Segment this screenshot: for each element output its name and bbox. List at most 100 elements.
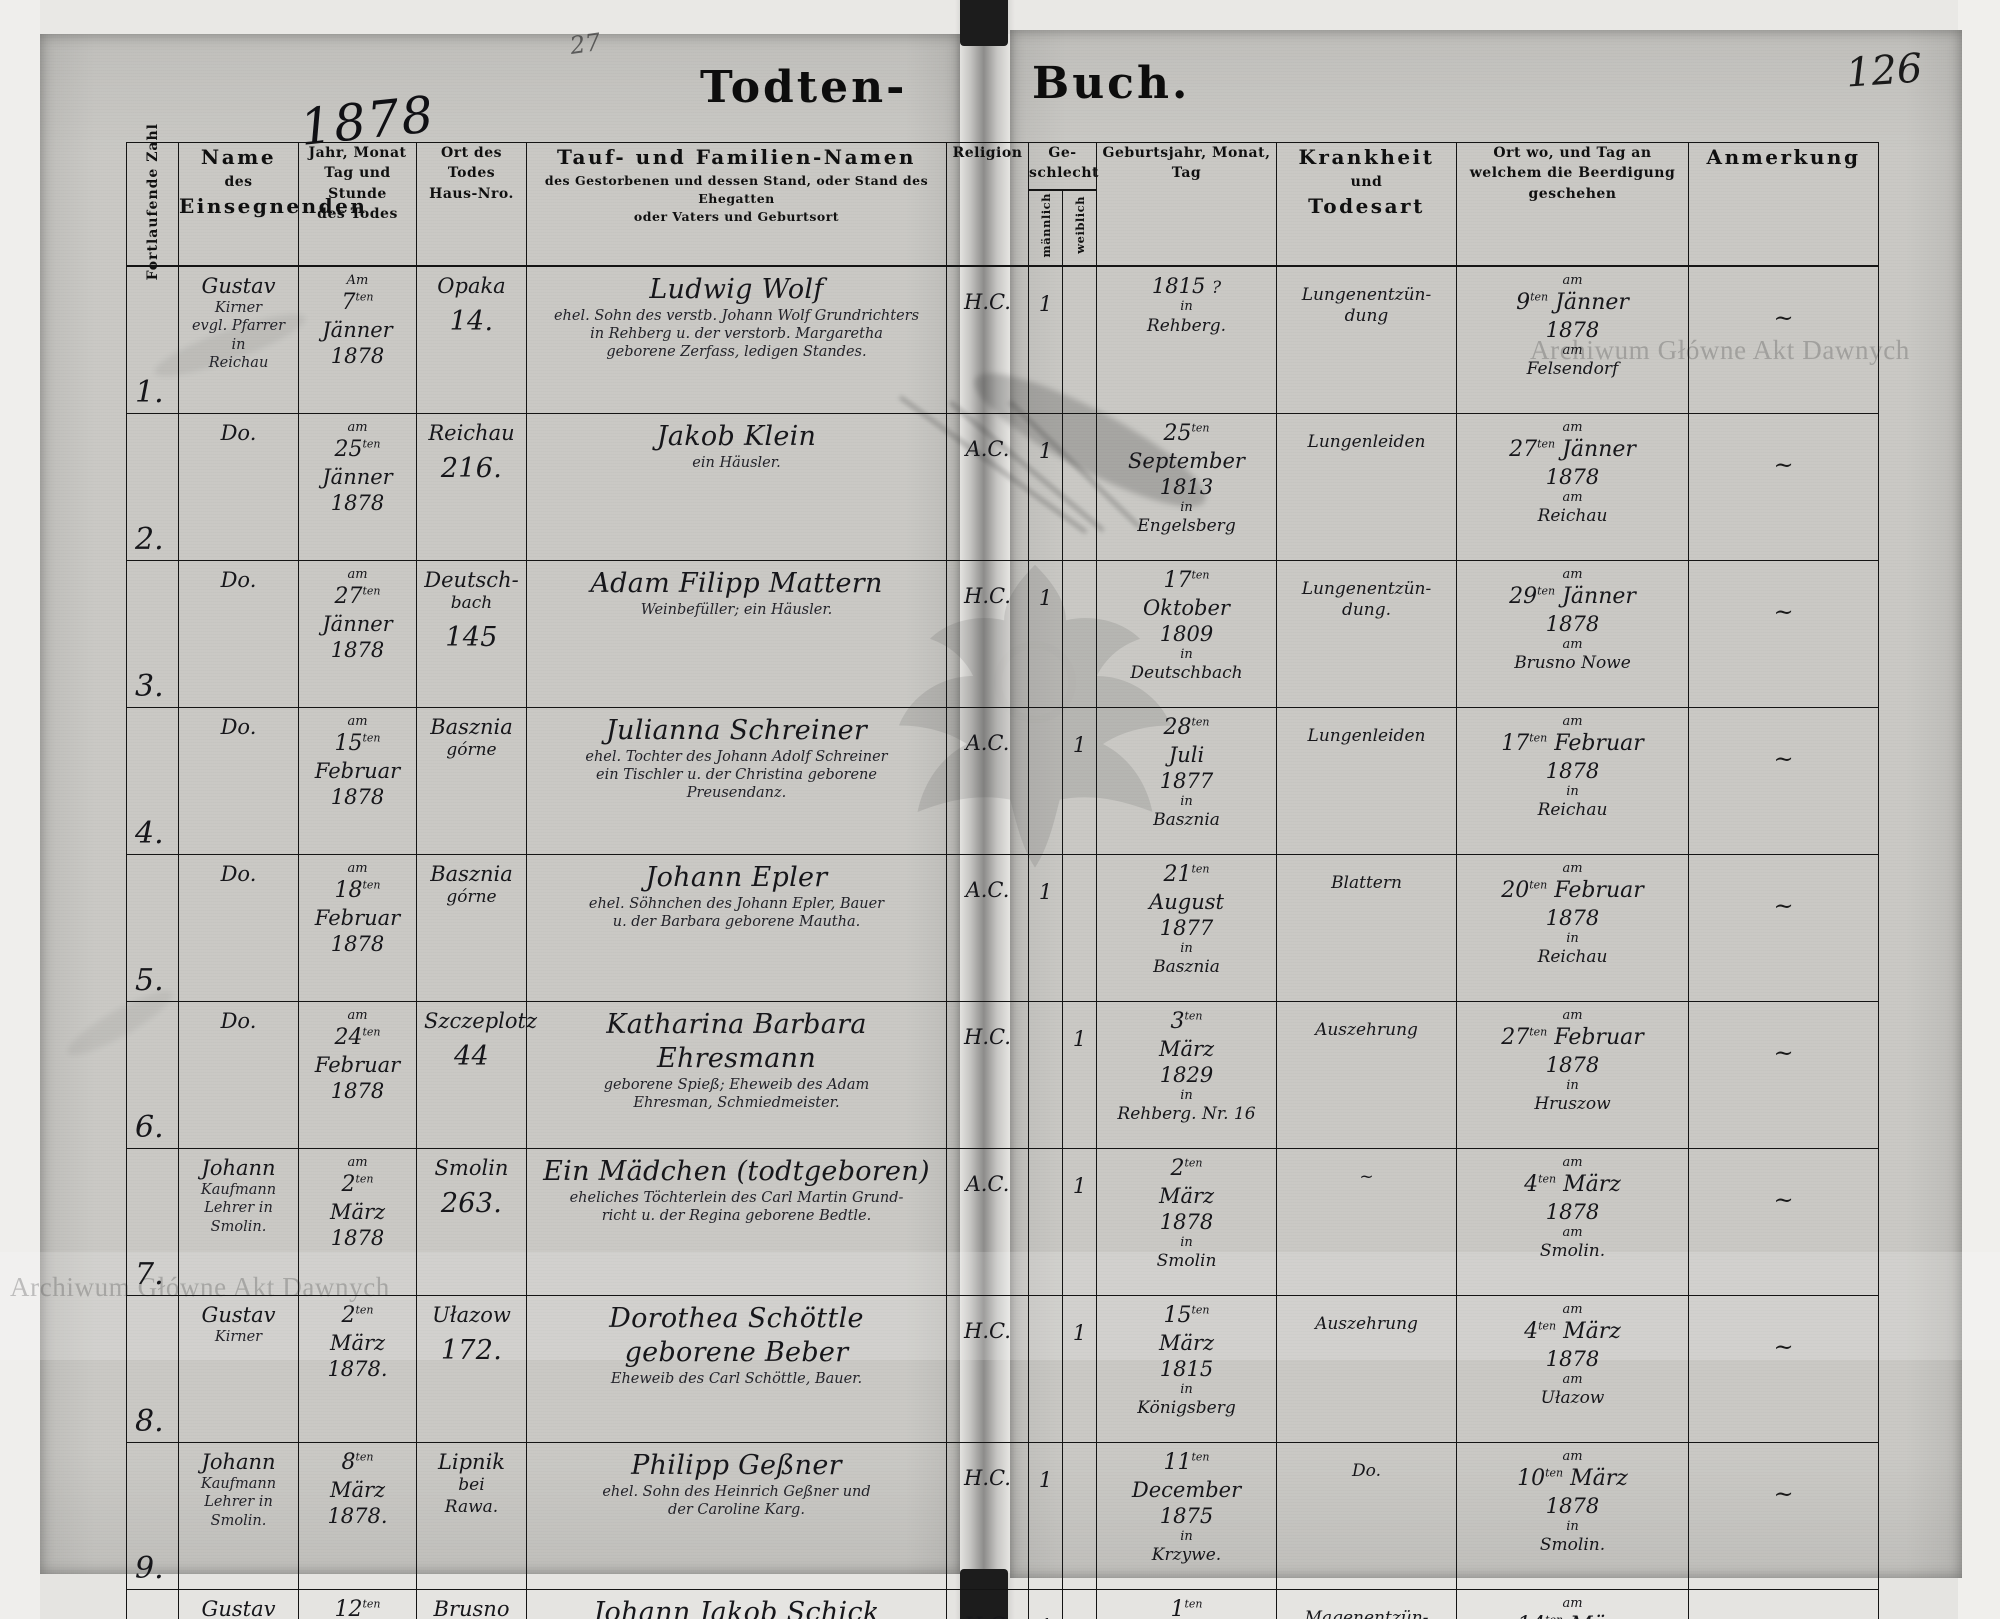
cell-death-place[interactable]: Smolin 263. [416,1148,527,1296]
cell-birth[interactable]: 1ten Juni 1829 in Felsendorf [1096,1589,1277,1619]
cell-death-date[interactable]: am 2ten März 1878 [298,1148,417,1296]
cell-remarks[interactable]: ~ [1688,1442,1879,1590]
cell-sex-male[interactable] [1028,1148,1063,1296]
cell-religion[interactable]: H.C. [946,1001,1029,1149]
cell-death-place[interactable]: Basznia górne [416,707,527,855]
cell-names[interactable]: Dorothea Schöttle geborene Beber Eheweib… [526,1295,947,1443]
cell-sequence[interactable]: 6. [126,1001,179,1149]
cell-religion[interactable]: H.C. [946,1442,1029,1590]
cell-sex-male[interactable] [1028,707,1063,855]
cell-religion[interactable]: H.C. [946,265,1029,414]
cell-burial[interactable]: am 27ten Februar 1878 in Hruszow [1456,1001,1689,1149]
cell-religion[interactable]: A.C. [946,413,1029,561]
cell-birth[interactable]: 2ten März 1878 in Smolin [1096,1148,1277,1296]
table-row[interactable]: 8. Gustav Kirner 2ten März 1878. Ułazow 1… [126,1295,1879,1443]
cell-death-date[interactable]: am 24ten Februar 1878 [298,1001,417,1149]
cell-birth[interactable]: 15ten März 1815 in Königsberg [1096,1295,1277,1443]
cell-death-place[interactable]: Szczeplotz 44 [416,1001,537,1149]
cell-illness[interactable]: Lungenleiden [1276,413,1457,561]
cell-burial[interactable]: am 4ten März 1878 am Smolin. [1456,1148,1689,1296]
cell-names[interactable]: Katharina Barbara Ehresmann geborene Spi… [526,1001,947,1149]
cell-religion[interactable]: A.C. [946,854,1029,1002]
cell-sex-female[interactable] [1062,560,1097,708]
cell-religion[interactable]: H.C. [946,1589,1029,1619]
cell-burial[interactable]: am 14ten März 1878 in Brusno nowe [1456,1589,1689,1619]
cell-officiant[interactable]: Do. [178,707,299,855]
cell-illness[interactable]: Auszehrung [1276,1295,1457,1443]
cell-sex-male[interactable]: 1 [1028,560,1063,708]
cell-birth[interactable]: 3ten März 1829 in Rehberg. Nr. 16 [1096,1001,1277,1149]
cell-remarks[interactable]: ~ [1688,1589,1879,1619]
table-row[interactable]: 9. Johann Kaufmann Lehrer in Smolin. 8ten M… [126,1442,1879,1590]
cell-illness[interactable]: Magenentzün-dung [1276,1589,1457,1619]
cell-burial[interactable]: am 27ten Jänner 1878 am Reichau [1456,413,1689,561]
cell-officiant[interactable]: Gustav Kirner evgl. Pfarrer in Reichau [178,265,299,414]
cell-sequence[interactable]: 1. [126,265,179,414]
cell-death-date[interactable]: am 15ten Februar 1878 [298,707,417,855]
cell-officiant[interactable]: Do. [178,560,299,708]
cell-death-place[interactable]: Lipnik bei Rawa. [416,1442,527,1590]
cell-sex-male[interactable] [1028,1001,1063,1149]
cell-illness[interactable]: Lungenentzün-dung [1276,265,1457,414]
cell-burial[interactable]: am 9ten Jänner 1878 am Felsendorf [1456,265,1689,414]
cell-sequence[interactable]: 8. [126,1295,179,1443]
cell-names[interactable]: Jakob Klein ein Häusler. [526,413,947,561]
cell-sex-male[interactable]: 1 [1028,265,1063,414]
cell-death-date[interactable]: am 18ten Februar 1878 [298,854,417,1002]
cell-birth[interactable]: 1815 ? in Rehberg. [1096,265,1277,414]
cell-illness[interactable]: Blattern [1276,854,1457,1002]
table-row[interactable]: 6. Do. am 24ten Februar 1878 Szczeplotz … [126,1001,1879,1149]
cell-sex-male[interactable]: 1 [1028,854,1063,1002]
cell-sex-male[interactable] [1028,1295,1063,1443]
cell-remarks[interactable]: ~ [1688,1295,1879,1443]
cell-names[interactable]: Ludwig Wolf ehel. Sohn des verstb. Johan… [526,265,947,414]
cell-sex-female[interactable]: 1 [1062,1148,1097,1296]
cell-sex-female[interactable] [1062,413,1097,561]
cell-sex-male[interactable]: 1 [1028,1589,1063,1619]
cell-sequence[interactable]: 3. [126,560,179,708]
cell-death-place[interactable]: Reichau 216. [416,413,527,561]
cell-sequence[interactable]: 5. [126,854,179,1002]
table-row[interactable]: 2. Do. am 25ten Jänner 1878 Reichau 216. [126,413,1879,561]
cell-sequence[interactable]: 9. [126,1442,179,1590]
cell-illness[interactable]: Auszehrung [1276,1001,1457,1149]
cell-sex-female[interactable] [1062,854,1097,1002]
cell-birth[interactable]: 25ten September 1813 in Engelsberg [1096,413,1277,561]
table-row[interactable]: 3. Do. am 27ten Jänner 1878 Deutsch- bac… [126,560,1879,708]
cell-remarks[interactable]: ~ [1688,854,1879,1002]
cell-death-place[interactable]: Basznia górne [416,854,527,1002]
cell-remarks[interactable]: ~ [1688,1148,1879,1296]
cell-remarks[interactable]: ~ [1688,265,1879,414]
cell-burial[interactable]: am 17ten Februar 1878 in Reichau [1456,707,1689,855]
cell-death-date[interactable]: am 27ten Jänner 1878 [298,560,417,708]
cell-death-place[interactable]: Brusno nowe 33. [416,1589,527,1619]
cell-birth[interactable]: 28ten Juli 1877 in Basznia [1096,707,1277,855]
cell-sequence[interactable]: 10. [126,1589,179,1619]
cell-religion[interactable]: H.C. [946,1295,1029,1443]
cell-sex-female[interactable]: 1 [1062,1001,1097,1149]
cell-burial[interactable]: am 20ten Februar 1878 in Reichau [1456,854,1689,1002]
cell-death-date[interactable]: 2ten März 1878. [298,1295,417,1443]
cell-religion[interactable]: A.C. [946,707,1029,855]
cell-death-date[interactable]: 8ten März 1878. [298,1442,417,1590]
cell-religion[interactable]: H.C. [946,560,1029,708]
cell-death-place[interactable]: Opaka 14. [416,265,527,414]
cell-death-place[interactable]: Ułazow 172. [416,1295,527,1443]
cell-names[interactable]: Julianna Schreiner ehel. Tochter des Joh… [526,707,947,855]
cell-sex-male[interactable]: 1 [1028,1442,1063,1590]
cell-burial[interactable]: am 10ten März 1878 in Smolin. [1456,1442,1689,1590]
cell-names[interactable]: Adam Filipp Mattern Weinbefüller; ein Hä… [526,560,947,708]
cell-sequence[interactable]: 7. [126,1148,179,1296]
cell-death-date[interactable]: 12ten März 1878. [298,1589,417,1619]
cell-sex-female[interactable] [1062,265,1097,414]
cell-burial[interactable]: am 29ten Jänner 1878 am Brusno Nowe [1456,560,1689,708]
table-row[interactable]: 1. Gustav Kirner evgl. Pfarrer in Reichau Am… [126,265,1879,414]
cell-birth[interactable]: 11ten December 1875 in Krzywe. [1096,1442,1277,1590]
cell-remarks[interactable]: ~ [1688,560,1879,708]
cell-death-place[interactable]: Deutsch- bach 145 [416,560,527,708]
cell-names[interactable]: Ein Mädchen (todtgeboren) eheliches Töch… [526,1148,947,1296]
cell-birth[interactable]: 17ten Oktober 1809 in Deutschbach [1096,560,1277,708]
cell-names[interactable]: Johann Epler ehel. Söhnchen des Johann E… [526,854,947,1002]
